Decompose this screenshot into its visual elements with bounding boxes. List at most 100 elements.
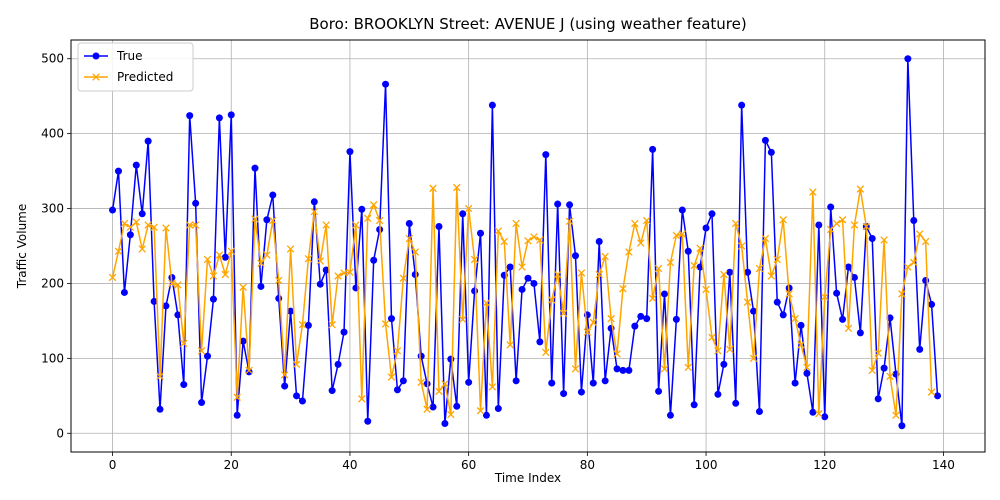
point-predicted bbox=[809, 188, 817, 196]
point-predicted bbox=[672, 231, 681, 240]
point-predicted bbox=[334, 272, 342, 280]
point-true bbox=[566, 201, 574, 209]
y-tick-label: 100 bbox=[41, 351, 64, 365]
point-predicted bbox=[726, 345, 734, 354]
point-predicted bbox=[447, 410, 455, 419]
point-predicted bbox=[126, 223, 135, 232]
point-true bbox=[625, 366, 633, 374]
point-true bbox=[779, 311, 787, 319]
point-predicted bbox=[358, 395, 366, 403]
point-true bbox=[328, 387, 336, 395]
point-predicted bbox=[577, 269, 586, 277]
point-predicted bbox=[773, 255, 782, 264]
point-predicted bbox=[363, 214, 372, 223]
point-predicted bbox=[156, 372, 164, 381]
point-predicted bbox=[488, 383, 497, 391]
point-predicted bbox=[482, 299, 491, 307]
point-predicted bbox=[441, 380, 449, 388]
point-true bbox=[322, 266, 330, 274]
point-true bbox=[601, 377, 609, 385]
point-predicted bbox=[506, 341, 514, 349]
point-true bbox=[150, 297, 158, 305]
point-true bbox=[174, 311, 182, 319]
point-predicted bbox=[910, 258, 918, 267]
point-predicted bbox=[458, 315, 467, 324]
point-predicted bbox=[904, 263, 912, 271]
point-true bbox=[536, 338, 544, 346]
point-true bbox=[411, 270, 419, 278]
point-true bbox=[192, 199, 200, 207]
point-predicted bbox=[625, 248, 633, 256]
point-true bbox=[827, 203, 835, 211]
point-predicted bbox=[138, 245, 146, 253]
point-predicted bbox=[369, 201, 378, 209]
point-true bbox=[494, 405, 502, 413]
point-true bbox=[180, 381, 188, 389]
point-true bbox=[358, 205, 366, 213]
point-predicted bbox=[476, 407, 485, 415]
point-predicted bbox=[251, 215, 259, 223]
point-predicted bbox=[494, 227, 503, 235]
y-tick-label: 0 bbox=[56, 426, 64, 440]
point-true bbox=[518, 285, 526, 293]
point-predicted bbox=[815, 410, 823, 418]
point-true bbox=[239, 337, 247, 345]
point-true bbox=[488, 101, 496, 109]
point-true bbox=[850, 273, 858, 281]
point-true bbox=[340, 328, 348, 336]
point-true bbox=[387, 315, 395, 323]
y-tick-label: 200 bbox=[41, 276, 64, 290]
point-true bbox=[530, 279, 538, 287]
point-predicted bbox=[850, 221, 859, 229]
point-predicted bbox=[405, 234, 414, 243]
point-true bbox=[791, 379, 799, 387]
point-true bbox=[666, 411, 674, 419]
point-true bbox=[281, 382, 289, 390]
point-predicted bbox=[423, 405, 431, 414]
point-true bbox=[720, 360, 728, 368]
point-true bbox=[803, 369, 811, 377]
point-predicted bbox=[595, 270, 603, 279]
point-true bbox=[399, 377, 407, 385]
point-predicted bbox=[565, 217, 574, 226]
point-predicted bbox=[144, 221, 152, 229]
point-predicted bbox=[191, 221, 200, 229]
point-true bbox=[571, 252, 579, 260]
point-true bbox=[880, 364, 888, 372]
point-predicted bbox=[500, 237, 509, 246]
point-predicted bbox=[601, 252, 609, 261]
point-true bbox=[245, 368, 253, 376]
point-true bbox=[910, 217, 918, 225]
x-tick-label: 0 bbox=[109, 458, 117, 472]
point-predicted bbox=[209, 272, 218, 280]
point-predicted bbox=[874, 349, 882, 357]
point-true bbox=[204, 352, 212, 360]
point-predicted bbox=[162, 224, 170, 232]
point-true bbox=[589, 379, 597, 387]
point-predicted bbox=[381, 320, 390, 328]
point-true bbox=[797, 321, 805, 329]
point-true bbox=[453, 402, 461, 410]
point-predicted bbox=[642, 216, 651, 225]
point-true bbox=[215, 114, 223, 122]
point-true bbox=[916, 345, 924, 353]
legend-predicted-label: Predicted bbox=[117, 70, 173, 84]
point-predicted bbox=[862, 222, 871, 231]
point-true bbox=[761, 136, 769, 144]
point-true bbox=[708, 210, 716, 218]
point-predicted bbox=[399, 274, 408, 282]
point-true bbox=[156, 405, 164, 413]
point-true bbox=[417, 352, 425, 360]
point-predicted bbox=[221, 270, 230, 279]
point-true bbox=[316, 280, 324, 288]
point-predicted bbox=[690, 261, 698, 270]
point-predicted bbox=[898, 290, 906, 298]
point-predicted bbox=[619, 284, 627, 293]
point-predicted bbox=[328, 320, 336, 329]
point-true bbox=[898, 422, 906, 430]
point-true bbox=[755, 408, 763, 416]
legend-entry-predicted: Predicted bbox=[84, 70, 173, 84]
point-predicted bbox=[637, 239, 645, 247]
point-predicted bbox=[435, 387, 443, 396]
point-predicted bbox=[429, 184, 437, 193]
